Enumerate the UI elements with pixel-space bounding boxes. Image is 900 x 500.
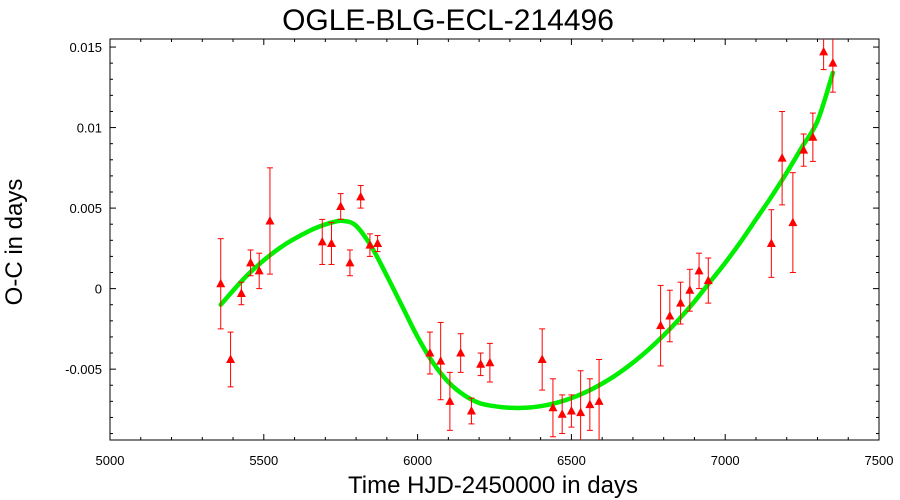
data-point-triangle bbox=[456, 348, 466, 357]
data-point-triangle bbox=[576, 407, 586, 417]
data-point-triangle bbox=[216, 278, 226, 288]
data-point-triangle bbox=[676, 298, 686, 307]
data-point-triangle bbox=[828, 58, 838, 67]
data-point-triangle bbox=[336, 201, 346, 210]
y-axis-label: O-C in days bbox=[1, 179, 28, 306]
data-point-triangle bbox=[656, 320, 666, 330]
x-tick-label: 6500 bbox=[557, 453, 586, 468]
data-point-triangle bbox=[585, 399, 595, 409]
x-tick-label: 5500 bbox=[249, 453, 278, 468]
data-point-triangle bbox=[226, 354, 236, 363]
data-point-triangle bbox=[777, 153, 787, 162]
data-point-triangle bbox=[665, 310, 675, 320]
data-point-triangle bbox=[766, 238, 776, 248]
y-tick-label: 0.01 bbox=[77, 121, 102, 136]
data-point-triangle bbox=[345, 257, 355, 267]
data-point-triangle bbox=[236, 288, 246, 297]
data-point-triangle bbox=[425, 348, 435, 357]
data-point-triangle bbox=[788, 217, 798, 227]
fit-curve bbox=[218, 70, 836, 411]
data-point-triangle bbox=[485, 357, 495, 367]
x-tick-label: 6000 bbox=[403, 453, 432, 468]
data-point-triangle bbox=[445, 396, 455, 405]
x-tick-label: 7500 bbox=[865, 453, 894, 468]
y-tick-label: 0.015 bbox=[69, 40, 102, 55]
data-point-triangle bbox=[246, 257, 256, 267]
data-point-triangle bbox=[548, 402, 558, 412]
data-point-triangle bbox=[537, 354, 547, 363]
data-point-triangle bbox=[808, 132, 818, 141]
x-tick-label: 5000 bbox=[96, 453, 125, 468]
x-tick-label: 7000 bbox=[711, 453, 740, 468]
data-point-triangle bbox=[466, 406, 476, 415]
data-point-triangle bbox=[476, 359, 486, 368]
y-tick-label: 0 bbox=[95, 282, 102, 297]
data-point-triangle bbox=[356, 191, 366, 201]
plot-frame bbox=[109, 38, 880, 441]
chart-title: OGLE-BLG-ECL-214496 bbox=[282, 4, 614, 37]
y-tick-label: -0.005 bbox=[65, 362, 102, 377]
data-point-triangle bbox=[694, 265, 704, 275]
data-point-triangle bbox=[373, 238, 383, 248]
data-point-triangle bbox=[799, 145, 809, 154]
data-point-triangle bbox=[436, 356, 446, 365]
data-point-triangle bbox=[265, 215, 275, 225]
data-point-triangle bbox=[317, 236, 327, 246]
data-point-triangle bbox=[557, 409, 567, 418]
data-point-triangle bbox=[819, 46, 829, 56]
data-point-triangle bbox=[594, 396, 604, 405]
data-point-triangle bbox=[703, 275, 713, 285]
x-axis-label: Time HJD-2450000 in days bbox=[348, 472, 638, 499]
data-point-triangle bbox=[326, 238, 336, 248]
data-point-triangle bbox=[365, 240, 375, 249]
y-tick-label: 0.005 bbox=[69, 201, 102, 216]
data-point-triangle bbox=[254, 265, 264, 275]
data-point-triangle bbox=[566, 406, 576, 415]
data-point-triangle bbox=[685, 285, 695, 294]
